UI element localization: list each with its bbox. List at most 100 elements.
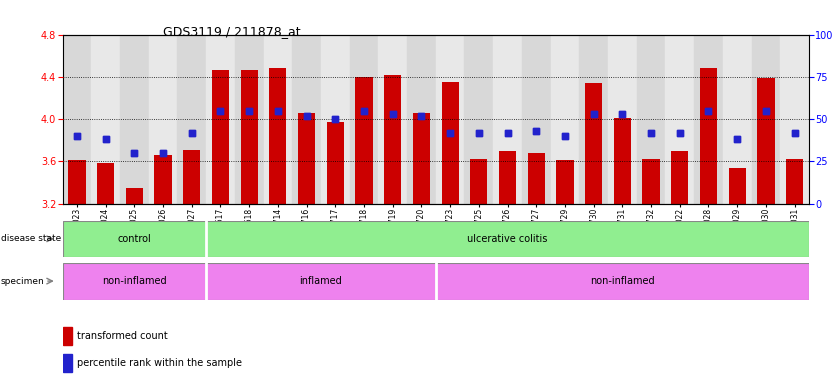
Point: [615, 111, 629, 117]
Point: [501, 129, 515, 136]
Bar: [666, 35, 694, 204]
Point: [788, 129, 801, 136]
Bar: [786, 159, 803, 204]
Bar: [614, 118, 631, 204]
Bar: [470, 159, 487, 204]
Point: [472, 129, 485, 136]
Bar: [154, 155, 172, 204]
Bar: [298, 113, 315, 204]
Bar: [292, 35, 321, 204]
Point: [70, 133, 83, 139]
Bar: [91, 35, 120, 204]
Bar: [206, 35, 235, 204]
Point: [558, 133, 571, 139]
Bar: [700, 68, 717, 204]
Point: [587, 111, 600, 117]
Bar: [729, 167, 746, 204]
Bar: [499, 151, 516, 204]
Bar: [126, 188, 143, 204]
Text: inflamed: inflamed: [299, 276, 342, 286]
Bar: [580, 35, 608, 204]
Bar: [642, 159, 660, 204]
Bar: [327, 122, 344, 204]
Point: [386, 111, 399, 117]
Bar: [556, 160, 574, 204]
Point: [271, 108, 284, 114]
Bar: [264, 35, 292, 204]
Bar: [499, 151, 516, 204]
Bar: [63, 263, 206, 300]
Point: [357, 108, 370, 114]
Point: [70, 133, 83, 139]
Point: [214, 108, 227, 114]
Point: [386, 111, 399, 117]
Bar: [522, 35, 550, 204]
Bar: [349, 35, 379, 204]
Point: [530, 128, 543, 134]
Point: [645, 129, 658, 136]
Bar: [435, 263, 809, 300]
Text: percentile rank within the sample: percentile rank within the sample: [77, 358, 242, 368]
Bar: [235, 35, 264, 204]
Text: disease state: disease state: [1, 234, 61, 243]
Bar: [269, 68, 287, 204]
Point: [702, 108, 716, 114]
Point: [357, 108, 370, 114]
Point: [99, 136, 113, 142]
Bar: [585, 83, 602, 204]
Bar: [608, 35, 636, 204]
Point: [300, 113, 314, 119]
Bar: [786, 159, 803, 204]
Bar: [240, 70, 258, 204]
Bar: [355, 77, 373, 204]
Bar: [550, 35, 580, 204]
Point: [243, 108, 256, 114]
Bar: [413, 113, 430, 204]
Bar: [441, 82, 459, 204]
Point: [156, 150, 169, 156]
Bar: [355, 77, 373, 204]
Bar: [441, 82, 459, 204]
Bar: [493, 35, 522, 204]
Bar: [68, 160, 86, 204]
Point: [673, 129, 686, 136]
Point: [731, 136, 744, 142]
Bar: [68, 160, 86, 204]
Point: [587, 111, 600, 117]
Point: [128, 150, 141, 156]
Bar: [178, 35, 206, 204]
Bar: [614, 118, 631, 204]
Text: non-inflamed: non-inflamed: [590, 276, 655, 286]
Bar: [384, 74, 401, 204]
Point: [414, 113, 428, 119]
Text: ulcerative colitis: ulcerative colitis: [467, 234, 548, 244]
Bar: [183, 150, 200, 204]
Bar: [729, 167, 746, 204]
Point: [99, 136, 113, 142]
Bar: [212, 70, 229, 204]
Point: [731, 136, 744, 142]
Text: GDS3119 / 211878_at: GDS3119 / 211878_at: [163, 25, 300, 38]
Bar: [528, 153, 545, 204]
Bar: [97, 164, 114, 204]
Point: [472, 129, 485, 136]
Bar: [700, 68, 717, 204]
Bar: [63, 35, 91, 204]
Bar: [154, 155, 172, 204]
Point: [128, 150, 141, 156]
Bar: [384, 74, 401, 204]
Point: [759, 108, 772, 114]
Point: [645, 129, 658, 136]
Bar: [63, 327, 72, 344]
Point: [444, 129, 457, 136]
Bar: [183, 150, 200, 204]
Text: specimen: specimen: [1, 276, 44, 286]
Bar: [298, 113, 315, 204]
Point: [759, 108, 772, 114]
Bar: [781, 35, 809, 204]
Bar: [671, 151, 688, 204]
Point: [558, 133, 571, 139]
Bar: [642, 159, 660, 204]
Bar: [465, 35, 493, 204]
Bar: [723, 35, 751, 204]
